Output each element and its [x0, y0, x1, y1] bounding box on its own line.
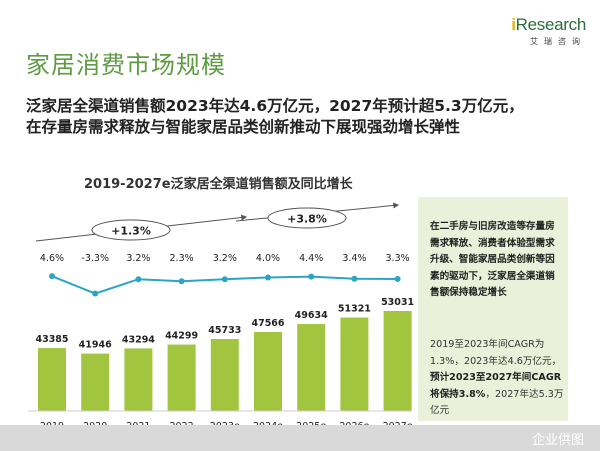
bar-value-2025e: 49634	[295, 310, 328, 321]
sales-chart: 43385 41946 43294 44299 45733 47566 49634 51321…	[28, 202, 414, 425]
growth-point-2020	[92, 290, 99, 297]
bar-2021	[124, 348, 153, 411]
x-tick-2025e: 2025e	[296, 421, 326, 425]
logo-subtitle: 艾瑞咨询	[530, 37, 586, 46]
growth-point-2021	[135, 276, 142, 283]
bar-value-2022: 44299	[165, 331, 198, 342]
x-tick-2021: 2021	[126, 421, 150, 425]
x-tick-2019: 2019	[40, 421, 64, 425]
bar-value-2020: 41946	[79, 340, 112, 351]
growth-point-2022	[178, 278, 185, 285]
growth-label-2020: -3.3%	[81, 253, 109, 264]
x-tick-2022: 2022	[170, 421, 194, 425]
growth-label-2027e: 3.3%	[386, 253, 410, 264]
cagr-label-2: +3.8%	[287, 213, 327, 226]
footer-bar: 企业供图	[0, 425, 600, 451]
growth-point-2025e	[308, 273, 315, 280]
growth-point-2026e	[351, 275, 358, 282]
growth-point-2027e	[394, 276, 401, 282]
bar-value-2027e: 53031	[381, 297, 414, 308]
x-tick-2023e: 2023e	[210, 421, 240, 425]
bar-2022	[167, 344, 196, 411]
x-tick-2020: 2020	[83, 421, 107, 425]
growth-label-2026e: 3.4%	[342, 253, 366, 264]
headline-line-2: 在存量房需求释放与智能家居品类创新推动下展现强劲增长弹性	[26, 118, 461, 136]
growth-label-2019: 4.6%	[40, 253, 64, 264]
bar-value-2023e: 45733	[208, 325, 241, 336]
headline-line-1: 泛家居全渠道销售额2023年达4.6万亿元，2027年预计超5.3万亿元，	[26, 97, 524, 115]
growth-label-2023e: 3.2%	[213, 253, 237, 264]
chart-title: 2019-2027e泛家居全渠道销售额及同比增长	[84, 177, 353, 192]
logo-brand: iResearch	[511, 15, 586, 34]
image-source: 企业供图	[531, 433, 584, 448]
growth-point-2024e	[265, 274, 271, 281]
page-title: 家居消费市场规模	[26, 51, 226, 79]
bar-value-2019: 43385	[35, 334, 68, 345]
bar-2020	[81, 353, 110, 411]
x-tick-2026e: 2026e	[339, 421, 369, 425]
insight-panel: 在二手房与旧房改造等存量房需求释放、消费者体验型需求升级、智能家居品类创新等因素…	[418, 197, 568, 421]
bar-value-2024e: 47566	[251, 318, 284, 329]
insight-text-cagr: 2019至2023年间CAGR为1.3%，2023年达4.6万亿元，预计2023…	[430, 339, 564, 416]
bar-value-2021: 43294	[122, 334, 155, 345]
cagr-label-1: +1.3%	[111, 225, 151, 238]
growth-label-2025e: 4.4%	[299, 253, 323, 264]
insight-text-drivers: 在二手房与旧房改造等存量房需求释放、消费者体验型需求升级、智能家居品类创新等因素…	[430, 221, 555, 298]
x-tick-2024e: 2024e	[253, 421, 283, 425]
growth-label-2021: 3.2%	[126, 253, 150, 264]
iresearch-logo: iResearch 艾瑞咨询	[490, 15, 586, 47]
cagr-bubble-2	[267, 207, 347, 229]
headline: 泛家居全渠道销售额2023年达4.6万亿元，2027年预计超5.3万亿元， 在存…	[26, 96, 586, 138]
bar-value-2026e: 51321	[338, 304, 371, 315]
growth-label-2024e: 4.0%	[256, 253, 280, 264]
bar-2025e	[297, 324, 326, 411]
cagr-bubble-1	[91, 219, 171, 241]
bar-2026e	[340, 317, 369, 411]
bar-2024e	[254, 331, 282, 411]
bar-2023e	[210, 339, 239, 411]
growth-point-2023e	[221, 276, 228, 283]
bar-2019	[38, 348, 66, 411]
bar-2027e	[383, 311, 412, 411]
growth-label-2022: 2.3%	[170, 253, 194, 264]
growth-point-2019	[49, 273, 55, 280]
x-tick-2027e: 2027e	[383, 421, 413, 425]
